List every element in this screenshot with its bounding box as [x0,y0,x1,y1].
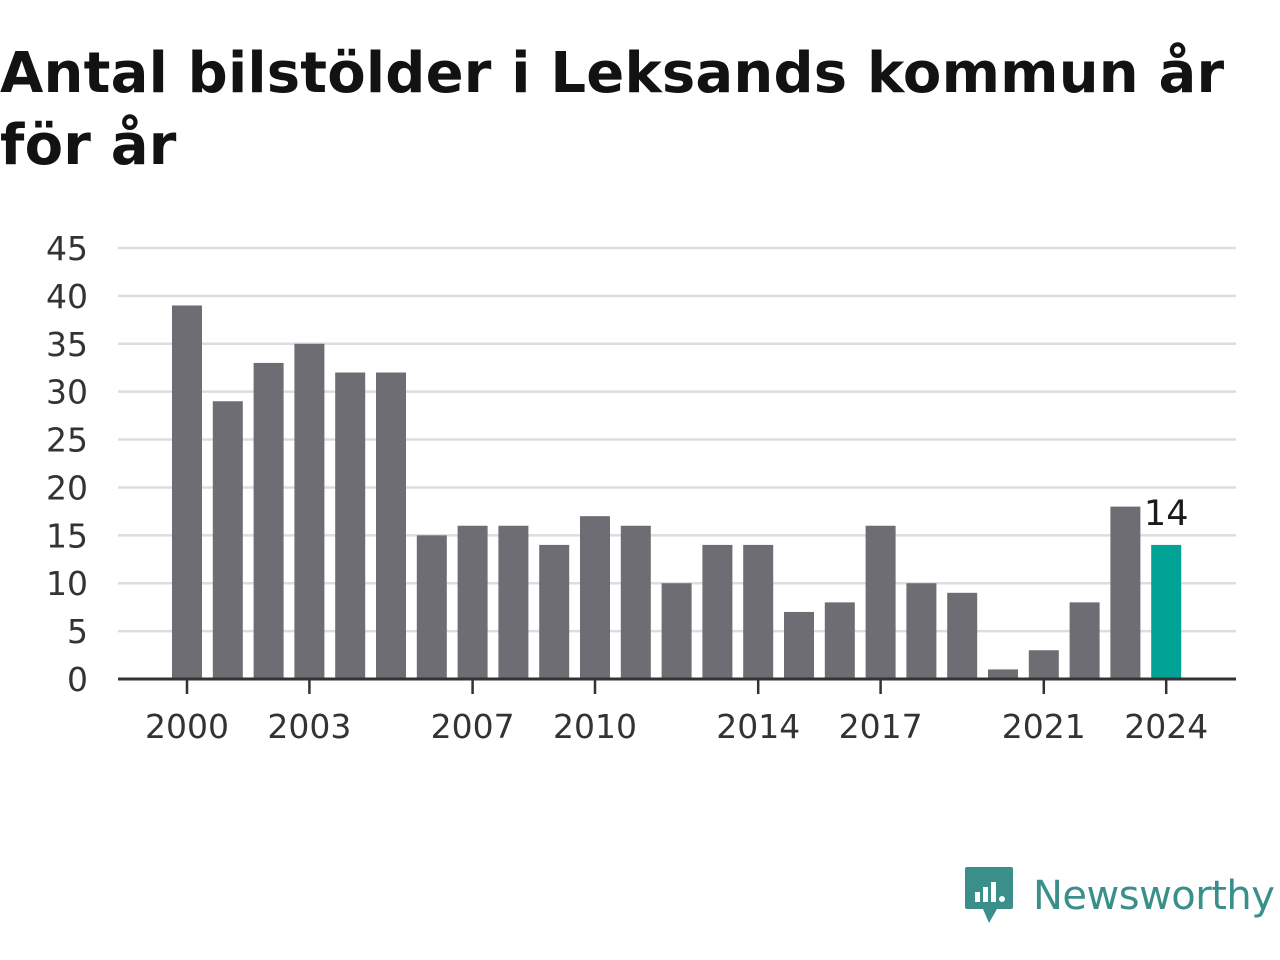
bar-2022 [1069,602,1100,679]
y-axis-labels: 0 5 10 15 20 25 30 35 40 45 [46,229,88,699]
bar-2004 [335,372,366,679]
bar-2017 [865,525,896,679]
bar-2003 [294,343,325,679]
bar-2015 [784,611,814,679]
x-tick-label: 2010 [553,707,637,746]
bar-2001 [212,401,243,679]
x-axis-labels: 2000 2003 2007 2010 2014 2017 2021 2024 [145,707,1208,746]
y-tick-label: 30 [46,373,88,412]
grid-lines [118,246,1236,633]
y-tick-label: 0 [67,660,88,699]
y-tick-label: 25 [46,421,88,460]
x-axis [118,677,1236,694]
bar-2010 [580,516,610,679]
bar-2006 [416,535,447,679]
x-tick-label: 2021 [1002,707,1086,746]
x-tick-label: 2000 [145,707,229,746]
bar-2021 [1028,650,1059,679]
bar-2020 [988,669,1018,679]
bar-2013 [702,544,733,679]
bar-2012 [661,583,692,679]
bar-2018 [906,583,937,679]
bar-2009 [539,544,570,679]
y-tick-label: 5 [67,612,88,651]
chart-title: Antal bilstölder i Leksands kommun år fö… [0,41,1225,178]
bar-2023 [1110,506,1141,679]
bar-2005 [376,372,406,679]
bar-2024 [1151,544,1182,679]
bar-2008 [498,525,529,679]
y-tick-label: 20 [46,468,88,507]
brand-name: Newsworthy [1033,873,1275,919]
x-tick-label: 2014 [716,707,800,746]
y-tick-label: 10 [46,564,88,603]
y-tick-label: 45 [46,229,88,268]
bar-2019 [947,592,978,679]
x-tick-label: 2017 [839,707,923,746]
bar-2000 [172,305,202,679]
y-tick-label: 15 [46,516,88,555]
x-tick-label: 2024 [1124,707,1208,746]
bar-2002 [253,362,284,679]
y-tick-label: 40 [46,277,88,316]
bar-2007 [457,525,488,679]
bar-2016 [824,602,855,679]
y-tick-label: 35 [46,325,88,364]
bar-2011 [620,525,651,679]
value-labels: 14 [1144,494,1189,534]
bar-2014 [743,544,774,679]
brand-logo: Newsworthy [963,864,1275,928]
x-tick-label: 2007 [431,707,515,746]
highlight-value-label: 14 [1144,494,1189,534]
bar-chart-speech-bubble-icon [965,867,1013,923]
bars [172,305,1182,679]
x-tick-label: 2003 [267,707,351,746]
